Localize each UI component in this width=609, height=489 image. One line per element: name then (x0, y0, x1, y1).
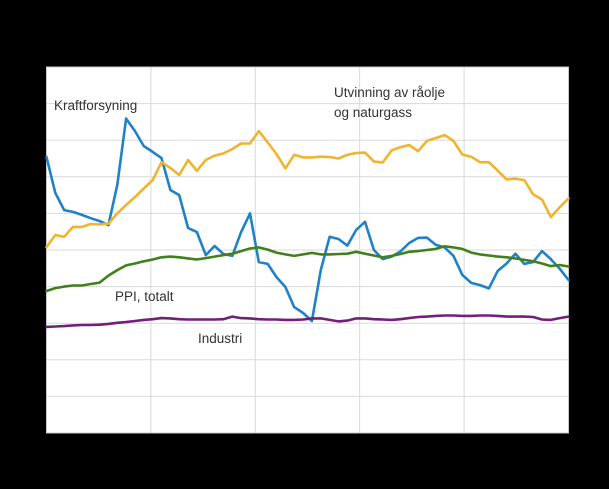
series-label-2: og naturgass (334, 105, 412, 120)
series-label-1: Utvinning av råolje (334, 85, 445, 100)
series-line-industri (45, 314, 570, 329)
series-line-ppi-totalt (45, 245, 570, 293)
series-label-4: Industri (198, 331, 242, 346)
series-lines (45, 117, 570, 329)
series-line-kraftforsyning (45, 117, 570, 323)
series-labels: Kraftforsyning Utvinning av råolje og natu… (54, 85, 445, 346)
plot-border (46, 66, 569, 434)
series-label-0: Kraftforsyning (54, 98, 137, 113)
series-label-3: PPI, totalt (115, 289, 174, 304)
series-line-utvinning-av-r-olje-og-naturgass (45, 129, 570, 249)
